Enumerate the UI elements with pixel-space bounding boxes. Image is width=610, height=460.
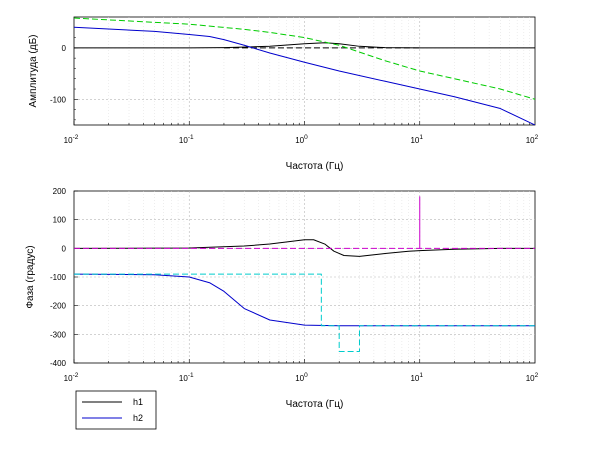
x-tick-exponent: 1 bbox=[419, 134, 423, 141]
x-tick-exponent: 2 bbox=[535, 372, 539, 379]
x-tick-label: 100 bbox=[295, 372, 308, 383]
x-tick-base: 10 bbox=[295, 374, 304, 383]
series-line-h2 bbox=[74, 273, 535, 327]
x-tick-exponent: -1 bbox=[188, 134, 194, 141]
x-tick-label: 10-2 bbox=[64, 134, 79, 145]
x-axis-label: Частота (Гц) bbox=[286, 161, 344, 172]
legend: h1 h2 bbox=[75, 390, 157, 430]
x-tick-exponent: 1 bbox=[419, 372, 423, 379]
y-tick-label: -100 bbox=[50, 95, 67, 104]
x-tick-label: 100 bbox=[295, 134, 308, 145]
y-tick-label: 0 bbox=[62, 44, 67, 53]
x-tick-exponent: 0 bbox=[304, 134, 308, 141]
x-tick-label: 10-1 bbox=[179, 372, 194, 383]
x-tick-base: 10 bbox=[179, 374, 188, 383]
x-tick-exponent: -2 bbox=[73, 372, 79, 379]
y-tick-label: -200 bbox=[50, 302, 67, 311]
y-tick-label: -400 bbox=[50, 359, 67, 368]
series-line-curve-2 bbox=[74, 26, 535, 125]
y-tick-label: 0 bbox=[62, 244, 67, 253]
x-tick-exponent: -2 bbox=[73, 134, 79, 141]
series-group bbox=[74, 17, 535, 125]
y-axis-label: Фаза (градус) bbox=[25, 245, 36, 308]
x-axis-label: Частота (Гц) bbox=[286, 399, 344, 410]
x-tick-base: 10 bbox=[295, 136, 304, 145]
x-tick-exponent: 2 bbox=[535, 134, 539, 141]
series-line-curve-4 bbox=[74, 273, 535, 353]
y-axis-label: Амплитуда (дБ) bbox=[28, 35, 39, 108]
x-tick-base: 10 bbox=[179, 136, 188, 145]
x-tick-exponent: 0 bbox=[304, 372, 308, 379]
y-tick-label: 200 bbox=[53, 187, 67, 196]
x-tick-exponent: -1 bbox=[188, 372, 194, 379]
y-tick-label: -300 bbox=[50, 330, 67, 339]
x-tick-base: 10 bbox=[526, 136, 535, 145]
x-tick-label: 10-1 bbox=[179, 134, 194, 145]
legend-box bbox=[75, 390, 157, 430]
legend-label-h2: h2 bbox=[133, 413, 143, 423]
x-tick-base: 10 bbox=[64, 374, 73, 383]
y-tick-label: 100 bbox=[53, 216, 67, 225]
x-tick-base: 10 bbox=[64, 136, 73, 145]
series-group bbox=[74, 196, 535, 353]
x-tick-base: 10 bbox=[526, 374, 535, 383]
y-tick-label: -100 bbox=[50, 273, 67, 282]
x-tick-label: 102 bbox=[526, 372, 539, 383]
legend-label-h1: h1 bbox=[133, 397, 143, 407]
x-tick-base: 10 bbox=[410, 136, 419, 145]
x-tick-label: 101 bbox=[410, 134, 423, 145]
x-tick-base: 10 bbox=[410, 374, 419, 383]
x-tick-label: 101 bbox=[410, 372, 423, 383]
x-tick-label: 102 bbox=[526, 134, 539, 145]
x-tick-label: 10-2 bbox=[64, 372, 79, 383]
series-line-h1 bbox=[74, 239, 535, 257]
